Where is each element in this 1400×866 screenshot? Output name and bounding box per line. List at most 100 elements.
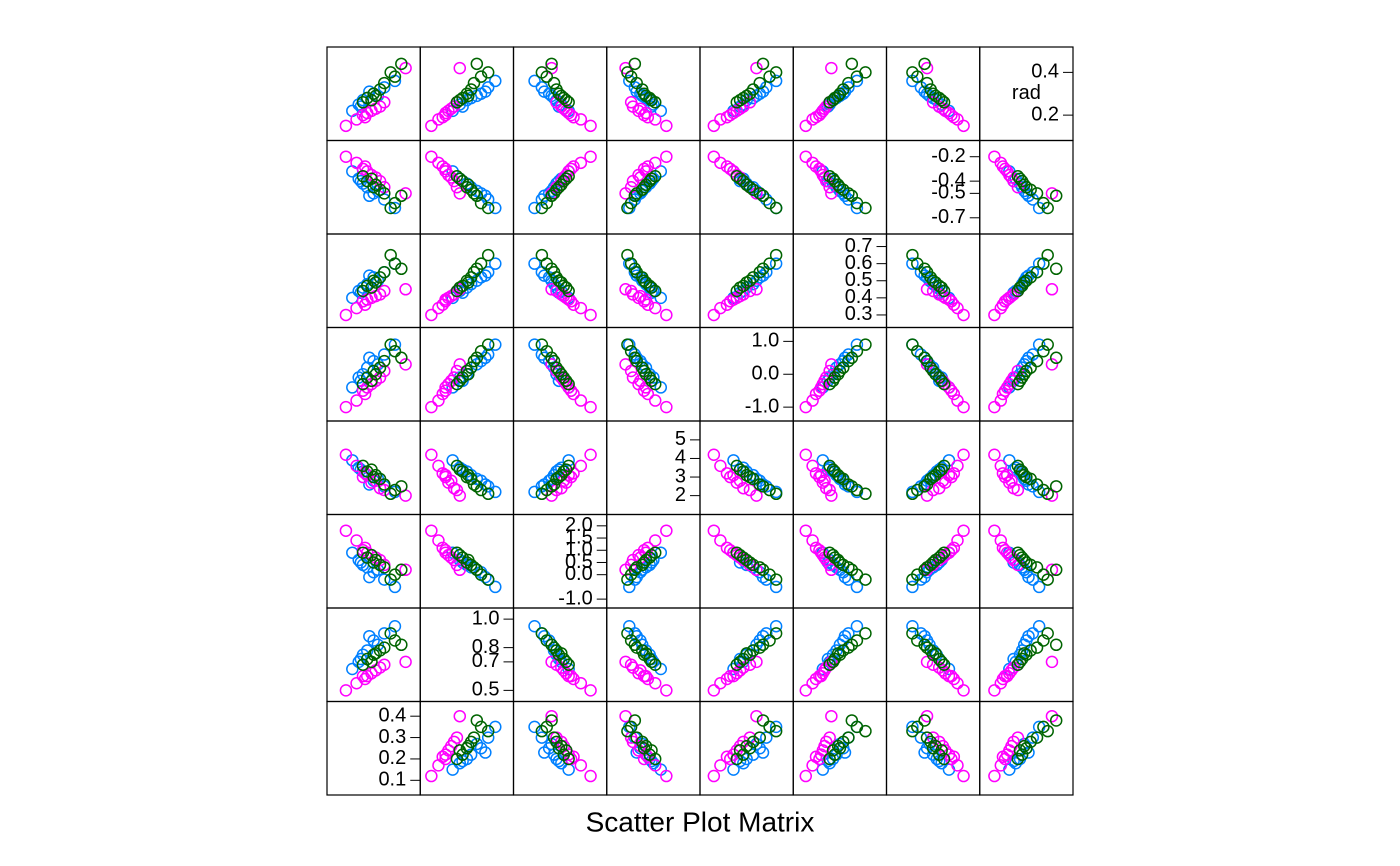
point bbox=[481, 348, 495, 361]
point bbox=[920, 354, 934, 368]
point bbox=[365, 374, 378, 388]
point bbox=[1041, 338, 1054, 351]
tick-label: 0.4 bbox=[845, 286, 873, 308]
point bbox=[1017, 358, 1031, 371]
point bbox=[528, 485, 541, 499]
point bbox=[942, 546, 956, 559]
point bbox=[545, 714, 558, 727]
point bbox=[528, 257, 541, 270]
point bbox=[425, 524, 438, 537]
point bbox=[559, 744, 573, 757]
tick-label: 0.4 bbox=[378, 704, 406, 726]
point bbox=[850, 338, 864, 351]
point bbox=[737, 481, 750, 495]
point bbox=[645, 548, 658, 562]
point bbox=[559, 281, 573, 294]
point bbox=[935, 548, 948, 562]
point bbox=[648, 377, 662, 391]
point bbox=[559, 374, 573, 388]
tick-label: 1.5 bbox=[565, 526, 593, 548]
point bbox=[660, 150, 673, 163]
point bbox=[648, 156, 662, 170]
point bbox=[489, 580, 502, 594]
point bbox=[346, 546, 359, 559]
chart-title: Scatter Plot Matrix bbox=[586, 806, 815, 837]
point bbox=[384, 573, 397, 586]
point bbox=[453, 374, 467, 388]
point bbox=[425, 448, 438, 461]
point bbox=[378, 96, 391, 109]
point bbox=[378, 284, 391, 298]
point bbox=[628, 563, 642, 577]
point bbox=[753, 187, 766, 200]
point bbox=[559, 655, 573, 669]
point bbox=[574, 394, 588, 407]
point bbox=[439, 293, 452, 306]
point bbox=[439, 384, 452, 397]
point bbox=[559, 172, 573, 185]
point bbox=[628, 189, 642, 203]
variable-name: rad bbox=[1012, 82, 1041, 104]
point bbox=[769, 720, 783, 734]
point bbox=[859, 338, 872, 351]
point bbox=[481, 248, 495, 262]
point bbox=[1024, 644, 1037, 657]
point bbox=[929, 647, 942, 660]
point bbox=[552, 652, 566, 666]
point bbox=[1032, 257, 1046, 270]
tick-label: -0.7 bbox=[931, 206, 965, 228]
point bbox=[730, 459, 744, 473]
point bbox=[367, 634, 380, 647]
point bbox=[395, 638, 408, 652]
point bbox=[806, 677, 819, 690]
point bbox=[384, 66, 397, 79]
point bbox=[957, 684, 970, 697]
point bbox=[957, 524, 970, 537]
point bbox=[1037, 720, 1050, 734]
point bbox=[842, 348, 855, 361]
panel bbox=[885, 233, 981, 329]
point bbox=[399, 283, 412, 296]
point bbox=[760, 731, 773, 744]
point bbox=[918, 85, 931, 98]
point bbox=[489, 485, 502, 499]
point bbox=[850, 580, 864, 594]
point bbox=[714, 156, 727, 170]
point bbox=[453, 358, 467, 371]
point bbox=[733, 281, 747, 294]
point bbox=[1024, 361, 1037, 374]
point bbox=[535, 731, 549, 744]
point bbox=[1049, 480, 1063, 493]
point bbox=[474, 742, 488, 755]
point bbox=[641, 672, 655, 686]
point bbox=[636, 83, 649, 96]
point bbox=[707, 524, 721, 537]
point bbox=[470, 57, 484, 71]
point bbox=[806, 459, 819, 473]
point bbox=[920, 641, 934, 654]
point bbox=[750, 283, 763, 296]
point bbox=[1013, 172, 1027, 185]
point bbox=[737, 91, 750, 105]
point bbox=[850, 74, 864, 88]
point bbox=[906, 257, 919, 270]
tick-label: -0.2 bbox=[931, 145, 965, 167]
point bbox=[481, 573, 495, 586]
point bbox=[937, 546, 951, 559]
point bbox=[660, 684, 673, 697]
point bbox=[1030, 731, 1044, 744]
point bbox=[628, 351, 642, 365]
point bbox=[648, 284, 662, 298]
point bbox=[763, 483, 776, 497]
point bbox=[395, 57, 408, 71]
point bbox=[1011, 658, 1025, 671]
point bbox=[388, 620, 402, 633]
point bbox=[845, 351, 859, 365]
point bbox=[769, 74, 783, 88]
point bbox=[988, 400, 1001, 414]
point bbox=[825, 61, 838, 75]
point bbox=[1013, 548, 1027, 562]
point bbox=[339, 150, 353, 163]
point bbox=[535, 66, 549, 79]
point bbox=[474, 344, 488, 358]
